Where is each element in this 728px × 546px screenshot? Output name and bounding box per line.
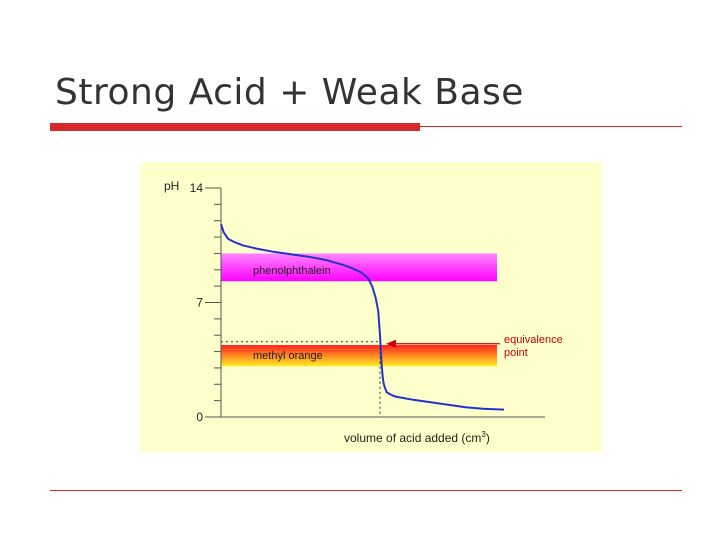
x-axis-label-superscript: 3 (481, 430, 486, 439)
y-axis-label: pH (164, 179, 179, 193)
x-axis-label-close: ) (486, 431, 490, 445)
footer-rule (50, 490, 682, 491)
methyl-orange-label: methyl orange (253, 350, 323, 362)
titration-chart: phenolphthalein methyl orange 14 7 0 pH eq… (140, 162, 602, 452)
y-tick-label: 14 (190, 181, 204, 195)
title-underline-thick (50, 123, 420, 131)
phenolphthalein-band (221, 253, 497, 282)
equivalence-label-line1: equivalence (504, 334, 563, 346)
slide-title: Strong Acid + Weak Base (55, 72, 524, 113)
y-tick-label: 0 (196, 410, 203, 424)
titration-chart-svg: phenolphthalein methyl orange 14 7 0 pH eq… (164, 179, 563, 445)
phenolphthalein-label: phenolphthalein (253, 265, 331, 277)
x-axis-label: volume of acid added (cm3) (344, 430, 490, 445)
x-axis-label-text: volume of acid added (cm (344, 431, 481, 445)
methyl-orange-band (221, 345, 497, 367)
title-underline-thin (420, 126, 682, 127)
titration-curve (220, 223, 505, 411)
equivalence-arrow-head (385, 339, 396, 348)
y-tick-label: 7 (196, 296, 203, 310)
y-axis-ticks: 14 7 0 (190, 181, 221, 424)
equivalence-label-line2: point (504, 347, 528, 359)
